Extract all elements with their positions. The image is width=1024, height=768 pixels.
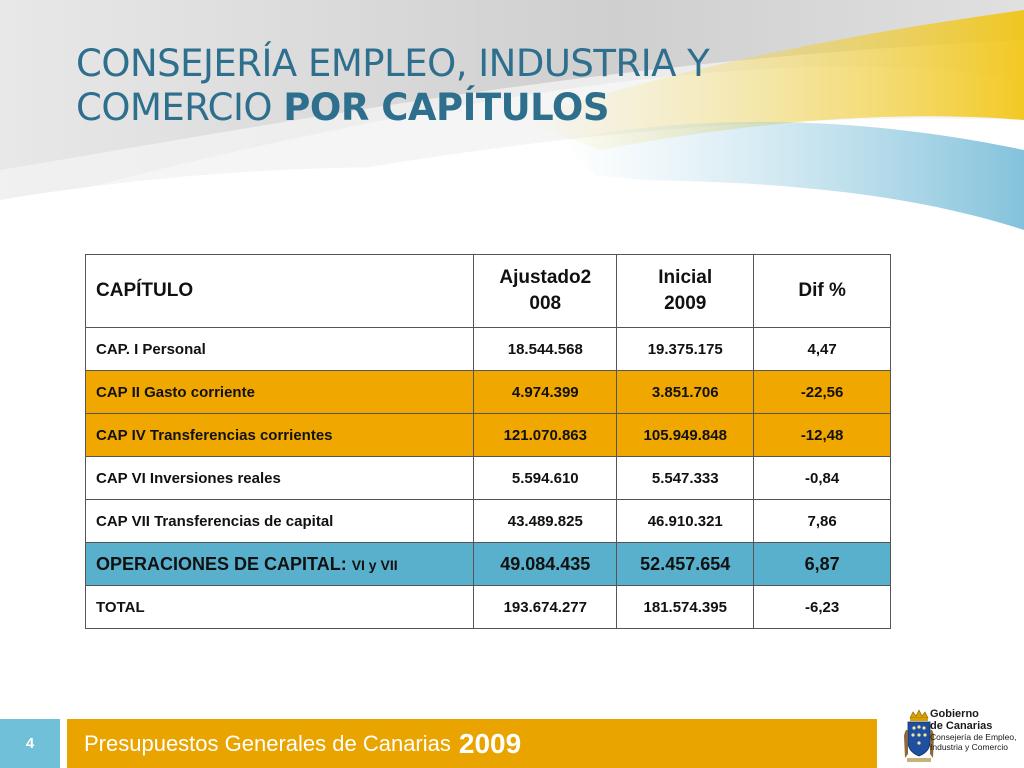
row-name: CAP IV Transferencias corrientes	[84, 413, 475, 457]
row-inicial: 5.547.333	[616, 456, 755, 500]
header-ajustado: Ajustado2 008	[473, 254, 618, 328]
logo-line-2: de Canarias	[930, 720, 993, 732]
row-name: CAP II Gasto corriente	[84, 370, 475, 414]
title-line-2: COMERCIO POR CAPÍTULOS	[76, 86, 876, 130]
table-row: OPERACIONES DE CAPITAL: VI y VII 49.084.…	[84, 542, 891, 586]
row-name-small: VI y VII	[351, 556, 398, 573]
table-header-row: CAPÍTULO Ajustado2 008 Inicial 2009 Dif …	[84, 254, 891, 328]
row-ajustado: 43.489.825	[473, 499, 618, 543]
logo-line-4: Industria y Comercio	[930, 742, 1008, 752]
row-name: CAP VII Transferencias de capital	[84, 499, 475, 543]
row-ajustado: 193.674.277	[473, 585, 618, 629]
table-row: CAP IV Transferencias corrientes 121.070…	[84, 413, 891, 457]
table-row: CAP II Gasto corriente 4.974.399 3.851.7…	[84, 370, 891, 414]
row-name: CAP VI Inversiones reales	[84, 456, 475, 500]
row-dif: 7,86	[753, 499, 891, 543]
header-dif: Dif %	[753, 254, 891, 328]
row-inicial: 105.949.848	[616, 413, 755, 457]
row-ajustado: 49.084.435	[473, 542, 618, 586]
row-inicial: 3.851.706	[616, 370, 755, 414]
coat-of-arms-icon	[904, 709, 934, 762]
row-dif: -12,48	[753, 413, 891, 457]
row-inicial: 19.375.175	[616, 327, 755, 371]
row-dif: 4,47	[753, 327, 891, 371]
row-name-main: OPERACIONES DE CAPITAL:	[96, 553, 352, 574]
row-inicial: 52.457.654	[616, 542, 755, 586]
header-inicial-text: Inicial 2009	[658, 267, 713, 314]
logo-line-3: Consejería de Empleo,	[930, 732, 1017, 742]
footer-text: Presupuestos Generales de Canarias	[84, 730, 451, 756]
table-row: TOTAL 193.674.277 181.574.395 -6,23	[84, 585, 891, 629]
row-inicial: 181.574.395	[616, 585, 755, 629]
header-inicial: Inicial 2009	[616, 254, 755, 328]
chapters-table: CAPÍTULO Ajustado2 008 Inicial 2009 Dif …	[84, 254, 891, 629]
table-row: CAP. I Personal 18.544.568 19.375.175 4,…	[84, 327, 891, 371]
row-ajustado: 4.974.399	[473, 370, 618, 414]
table-row: CAP VI Inversiones reales 5.594.610 5.54…	[84, 456, 891, 500]
header-ajustado-text: Ajustado2 008	[499, 267, 592, 314]
row-name: CAP. I Personal	[84, 327, 475, 371]
row-ajustado: 5.594.610	[473, 456, 618, 500]
row-inicial: 46.910.321	[616, 499, 755, 543]
logo-line-1: Gobierno	[930, 708, 979, 720]
title-line-2-normal: COMERCIO	[76, 86, 284, 129]
footer-year: 2009	[458, 727, 522, 759]
table-row: CAP VII Transferencias de capital 43.489…	[84, 499, 891, 543]
row-name: OPERACIONES DE CAPITAL: VI y VII	[84, 542, 475, 586]
page-number: 4	[0, 719, 60, 768]
row-ajustado: 18.544.568	[473, 327, 618, 371]
background-swoosh	[0, 0, 1024, 260]
logo-text: Gobierno de Canarias Consejería de Emple…	[930, 708, 1022, 752]
row-dif: -22,56	[753, 370, 891, 414]
title-line-2-bold: POR CAPÍTULOS	[283, 86, 610, 129]
page-title: CONSEJERÍA EMPLEO, INDUSTRIA Y COMERCIO …	[76, 42, 876, 130]
row-ajustado: 121.070.863	[473, 413, 618, 457]
header-capitulo: CAPÍTULO	[84, 254, 475, 328]
row-dif: -0,84	[753, 456, 891, 500]
title-line-1: CONSEJERÍA EMPLEO, INDUSTRIA Y	[76, 42, 710, 85]
footer-bar: Presupuestos Generales de Canarias 2009	[67, 719, 877, 768]
row-name: TOTAL	[84, 585, 475, 629]
row-dif: -6,23	[753, 585, 891, 629]
row-dif: 6,87	[753, 542, 891, 586]
